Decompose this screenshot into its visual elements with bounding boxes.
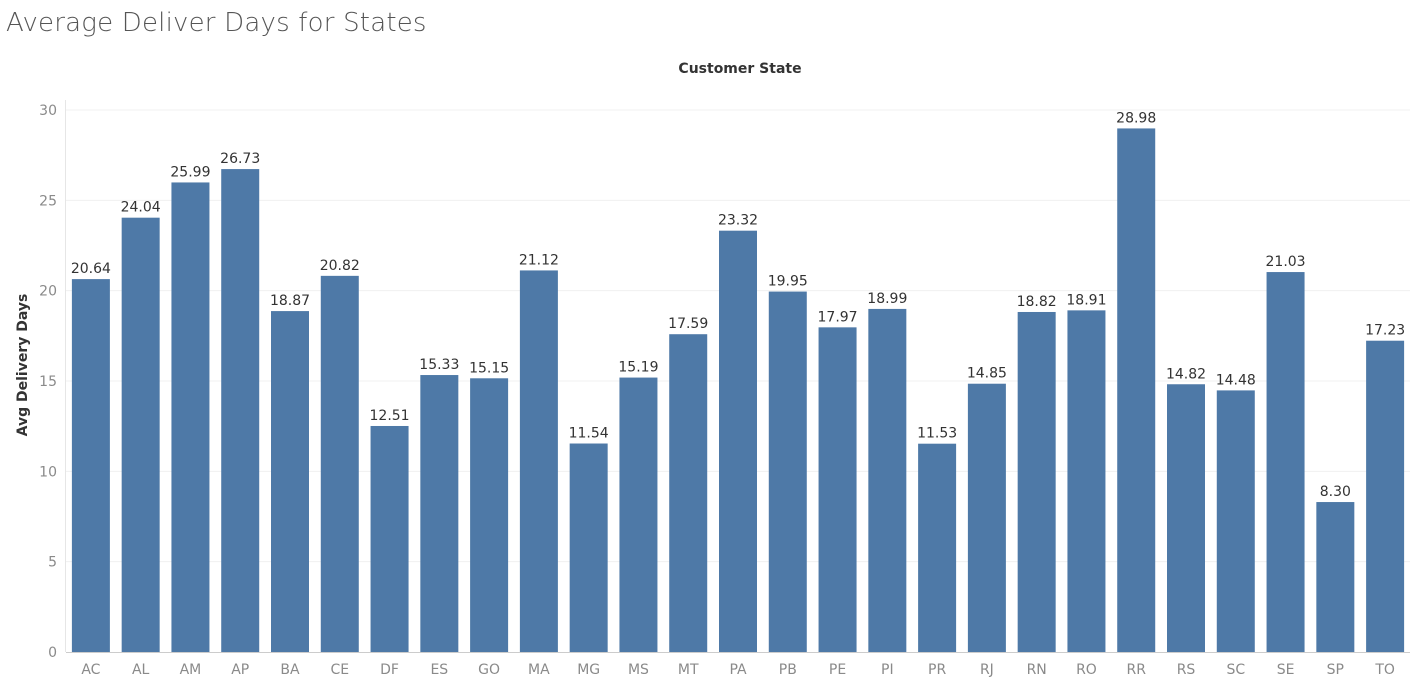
x-tick-label-ce: CE xyxy=(330,662,349,678)
x-tick-label-ba: BA xyxy=(280,662,300,678)
x-tick-label-ac: AC xyxy=(81,662,100,678)
bar-ro[interactable] xyxy=(1067,310,1106,652)
bar-am[interactable] xyxy=(171,182,210,652)
x-tick-label-pi: PI xyxy=(881,662,894,678)
bar-df[interactable] xyxy=(370,425,409,652)
data-label-ac: 20.64 xyxy=(71,261,111,277)
y-tick-label: 5 xyxy=(48,555,57,571)
data-label-pr: 11.53 xyxy=(917,426,957,442)
data-label-ap: 26.73 xyxy=(220,151,260,167)
bar-ba[interactable] xyxy=(271,311,309,652)
x-axis-ticks: AC AL AM AP BA CE DF ES GO MA MG MS MT PA PB PE PI PR RJ RN… xyxy=(81,662,1395,678)
chart-title: Average Deliver Days for States xyxy=(6,8,427,38)
x-tick-label-pr: PR xyxy=(928,662,946,678)
y-tick-label: 0 xyxy=(48,645,57,661)
y-axis-title: Avg Delivery Days xyxy=(15,294,31,437)
bars xyxy=(71,128,1405,653)
x-tick-label-ro: RO xyxy=(1076,662,1097,678)
bar-pa[interactable] xyxy=(719,230,757,652)
x-tick-label-rn: RN xyxy=(1027,662,1047,678)
data-label-ma: 21.12 xyxy=(519,252,559,268)
bar-ma[interactable] xyxy=(519,270,558,652)
data-label-pb: 19.95 xyxy=(768,274,808,290)
bar-rn[interactable] xyxy=(1017,311,1056,652)
x-tick-label-rs: RS xyxy=(1177,662,1196,678)
data-label-pe: 17.97 xyxy=(818,309,858,325)
data-label-go: 15.15 xyxy=(469,360,509,376)
data-label-pa: 23.32 xyxy=(718,213,758,229)
y-tick-label: 15 xyxy=(39,374,57,390)
bar-sp[interactable] xyxy=(1316,502,1355,652)
bar-go[interactable] xyxy=(470,378,509,652)
data-label-df: 12.51 xyxy=(370,408,410,424)
y-tick-label: 20 xyxy=(39,284,57,300)
x-tick-label-ms: MS xyxy=(628,662,649,678)
x-tick-label-sp: SP xyxy=(1327,662,1344,678)
data-label-ro: 18.91 xyxy=(1066,292,1106,308)
data-label-sc: 14.48 xyxy=(1216,372,1256,388)
bar-ms[interactable] xyxy=(619,377,658,652)
bar-pr[interactable] xyxy=(918,443,957,652)
x-tick-label-ap: AP xyxy=(231,662,249,678)
data-label-al: 24.04 xyxy=(121,200,161,216)
x-tick-label-mt: MT xyxy=(678,662,699,678)
bar-rr[interactable] xyxy=(1117,128,1156,653)
bar-mt[interactable] xyxy=(669,334,708,652)
data-label-pi: 18.99 xyxy=(867,291,907,307)
data-label-rn: 18.82 xyxy=(1017,294,1057,310)
x-tick-label-ma: MA xyxy=(528,662,550,678)
data-label-to: 17.23 xyxy=(1365,323,1405,339)
bar-mg[interactable] xyxy=(569,443,608,652)
bar-al[interactable] xyxy=(121,217,160,652)
data-label-am: 25.99 xyxy=(170,164,210,180)
bar-rs[interactable] xyxy=(1167,384,1205,652)
data-label-ba: 18.87 xyxy=(270,293,310,309)
data-label-es: 15.33 xyxy=(419,357,459,373)
x-tick-label-go: GO xyxy=(478,662,500,678)
x-tick-label-rr: RR xyxy=(1126,662,1146,678)
data-label-ms: 15.19 xyxy=(618,360,658,376)
x-tick-label-al: AL xyxy=(132,662,150,678)
data-label-rj: 14.85 xyxy=(967,366,1007,382)
data-label-mg: 11.54 xyxy=(569,426,609,442)
data-labels: 20.64 24.04 25.99 26.73 18.87 20.82 12.51 15.33… xyxy=(71,110,1405,500)
data-label-se: 21.03 xyxy=(1266,254,1306,270)
bar-to[interactable] xyxy=(1366,340,1405,652)
x-tick-label-sc: SC xyxy=(1226,662,1245,678)
y-tick-label: 30 xyxy=(39,103,57,119)
x-tick-label-df: DF xyxy=(380,662,399,678)
data-label-ce: 20.82 xyxy=(320,258,360,274)
x-tick-label-am: AM xyxy=(180,662,202,678)
bar-ce[interactable] xyxy=(320,275,359,652)
data-label-mt: 17.59 xyxy=(668,316,708,332)
bar-ap[interactable] xyxy=(221,169,260,652)
bar-pe[interactable] xyxy=(818,327,857,652)
x-tick-label-pa: PA xyxy=(729,662,747,678)
data-label-rs: 14.82 xyxy=(1166,366,1206,382)
bar-es[interactable] xyxy=(420,375,459,652)
x-tick-label-pb: PB xyxy=(779,662,797,678)
x-tick-label-to: TO xyxy=(1374,662,1395,678)
x-tick-label-mg: MG xyxy=(577,662,600,678)
y-tick-label: 25 xyxy=(39,193,57,209)
data-label-sp: 8.30 xyxy=(1320,484,1351,500)
y-tick-label: 10 xyxy=(39,464,57,480)
bar-sc[interactable] xyxy=(1216,390,1255,652)
bar-pb[interactable] xyxy=(768,291,807,652)
bar-ac[interactable] xyxy=(71,279,110,652)
y-axis-ticks: 0 5 10 15 20 25 30 xyxy=(39,103,57,661)
x-tick-label-es: ES xyxy=(430,662,448,678)
x-tick-label-pe: PE xyxy=(829,662,846,678)
column-header-title: Customer State xyxy=(678,61,801,77)
data-label-rr: 28.98 xyxy=(1116,110,1156,126)
x-tick-label-se: SE xyxy=(1277,662,1295,678)
x-tick-label-rj: RJ xyxy=(980,662,994,678)
bar-se[interactable] xyxy=(1266,272,1305,652)
bar-rj[interactable] xyxy=(967,383,1006,652)
bar-pi[interactable] xyxy=(868,308,907,652)
